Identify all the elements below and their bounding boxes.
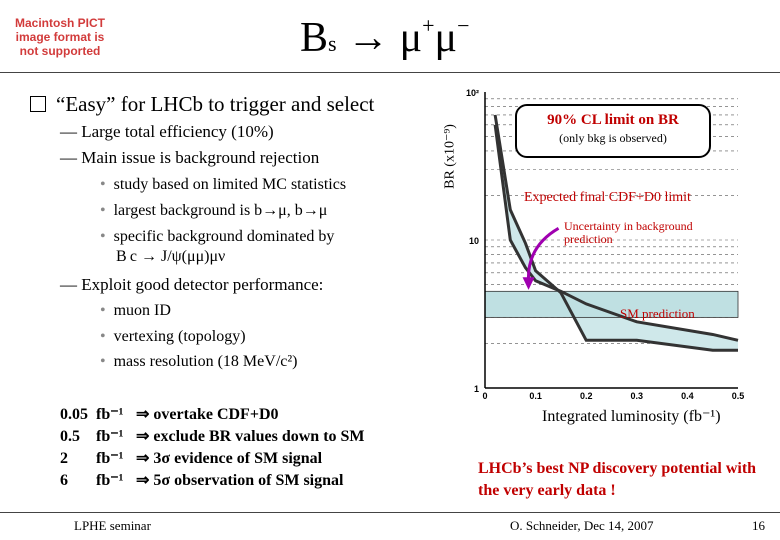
uncertainty-label: Uncertainty in background prediction [564,219,693,246]
title-base: B [300,15,329,61]
x-tick-label: 0 [482,391,487,401]
lumi-value: 2 [60,450,68,467]
sub-bullet-text: specific background dominated by [113,228,335,245]
bullet-dot-icon: • [100,353,106,370]
sensitivity-row: 2 fb⁻¹ ⇒ 3σ evidence of SM signal [60,448,400,470]
title-sub: s [328,31,337,56]
dash-item-efficiency: — Large total efficiency (10%) [60,122,274,141]
cl-limit-title: 90% CL limit on BR [547,112,679,128]
bullet-dot-icon: • [100,302,106,319]
x-tick-label: 0.1 [529,391,542,401]
title-arrow-mu: → μ [347,15,423,61]
dash-item-background: — Main issue is background rejection [60,148,320,167]
main-bullet: “Easy” for LHCb to trigger and select [30,92,374,117]
x-axis-title: Integrated luminosity (fb⁻¹) [542,408,721,425]
title-sup2: − [457,13,470,38]
sensitivity-text: exclude BR values down to SM [153,428,365,445]
sensitivity-list: 0.05 fb⁻¹ ⇒ overtake CDF+D0 0.5 fb⁻¹ ⇒ exclu… [60,404,400,492]
title-mu2: μ [434,15,458,61]
footer-divider [0,512,780,513]
implies-arrow-icon: ⇒ [136,406,150,423]
uncertainty-arrow-head [522,277,535,290]
sub-bullet-text: vertexing (topology) [113,328,246,345]
bullet-dot-icon: • [100,328,106,345]
x-tick-label: 0.2 [580,391,593,401]
cl-limit-subtitle: (only bkg is observed) [559,131,667,145]
lumi-value: 0.05 [60,406,88,423]
bullet-dot-icon: • [100,202,106,219]
y-tick-label: 10 [469,236,479,246]
title-divider [0,72,780,73]
y-axis-title-wrap: BR (x10⁻⁹) [438,100,462,220]
sub-bullet-text: mass resolution (18 MeV/c²) [113,353,298,370]
x-tick-label: 0.4 [681,391,694,401]
implies-arrow-icon: ⇒ [136,472,150,489]
sub-bullet: • specific background dominated by [100,228,334,246]
checkbox-bullet-icon [30,96,46,112]
expected-limit-label: Expected final CDF+D0 limit [524,190,691,205]
x-tick-label: 0.3 [631,391,644,401]
sub-bullet: • muon ID [100,302,171,320]
x-tick-label: 0.5 [732,391,745,401]
sensitivity-text: overtake CDF+D0 [153,406,279,423]
sub-bullet-continuation: B c → J/ψ(μμ)μν [116,248,226,265]
title-sup1: + [422,13,435,38]
lumi-unit: fb⁻¹ [96,472,124,489]
sensitivity-text: 5σ observation of SM signal [153,472,344,489]
sm-prediction-label: SM prediction [620,306,695,321]
dash-item-detector: — Exploit good detector performance: [60,275,324,294]
slide-title: Bs → μ+μ− [300,13,470,68]
y-tick-label: 1 [474,384,479,394]
lumi-unit: fb⁻¹ [96,406,124,423]
uncertainty-arrow [527,226,560,283]
y-axis-title: BR (x10⁻⁹) [442,124,458,189]
lumi-value: 6 [60,472,68,489]
footer-center: O. Schneider, Dec 14, 2007 [510,518,654,533]
sub-bullet: • largest background is b→μ, b→μ [100,202,327,220]
y-tick-label: 10² [466,88,479,98]
series-line-1 [493,114,738,352]
sub-bullet-text: largest background is b→μ, b→μ [113,202,328,219]
page-number: 16 [752,518,765,533]
main-bullet-text: “Easy” for LHCb to trigger and select [56,92,375,116]
lumi-unit: fb⁻¹ [96,450,124,467]
sensitivity-row: 6 fb⁻¹ ⇒ 5σ observation of SM signal [60,470,400,492]
sub-bullet: • mass resolution (18 MeV/c²) [100,353,297,371]
lumi-value: 0.5 [60,428,80,445]
bullet-dot-icon: • [100,228,106,245]
implies-arrow-icon: ⇒ [136,450,150,467]
bullet-dot-icon: • [100,176,106,193]
unsupported-image-placeholder: Macintosh PICT image format is not suppo… [14,16,105,58]
sensitivity-row: 0.5 fb⁻¹ ⇒ exclude BR values down to SM [60,426,400,448]
footer-left: LPHE seminar [74,518,151,533]
sub-bullet-text: muon ID [113,302,171,319]
sub-bullet: • study based on limited MC statistics [100,176,346,194]
sensitivity-row: 0.05 fb⁻¹ ⇒ overtake CDF+D0 [60,404,400,426]
cl-limit-box: 90% CL limit on BR (only bkg is observed… [515,104,711,158]
np-discovery-text: LHCb’s best NP discovery potential with … [478,460,757,499]
sensitivity-text: 3σ evidence of SM signal [153,450,323,467]
sub-bullet: • vertexing (topology) [100,328,246,346]
lumi-unit: fb⁻¹ [96,428,124,445]
implies-arrow-icon: ⇒ [136,428,150,445]
sub-bullet-text: study based on limited MC statistics [113,176,347,193]
